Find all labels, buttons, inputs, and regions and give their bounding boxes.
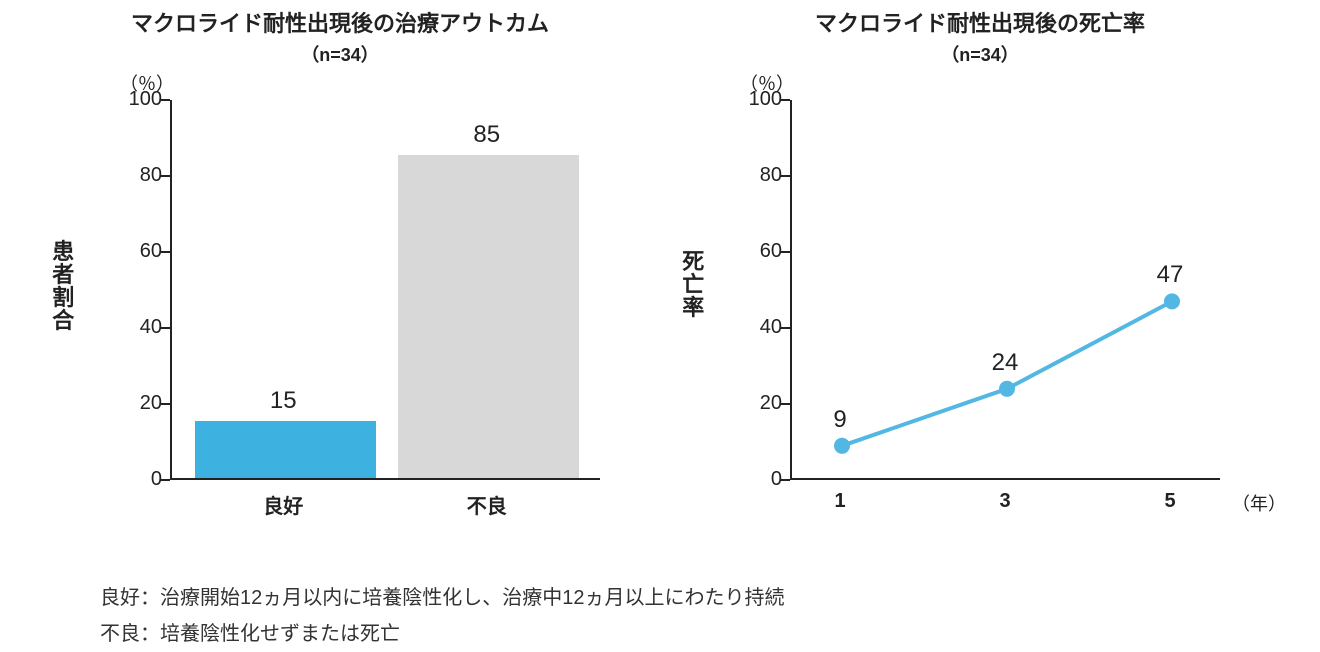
footnote-bad: 不良：培養陰性化せずまたは死亡 [100, 616, 1280, 652]
bar-chart-ytick-mark [160, 251, 170, 253]
bar-chart-title: マクロライド耐性出現後の治療アウトカム [40, 10, 640, 39]
line-xtick-label: 1 [834, 490, 845, 513]
bar-chart-ytick-mark [160, 479, 170, 481]
line-chart-title: マクロライド耐性出現後の死亡率 [680, 10, 1280, 39]
line-chart-ytick-mark [780, 479, 790, 481]
line-marker [1164, 293, 1180, 309]
line-chart-y-axis-label: 死亡率 [680, 250, 706, 319]
line-chart-ytick-mark [780, 175, 790, 177]
line-value-label: 47 [1157, 261, 1184, 289]
line-chart-svg [792, 100, 1222, 480]
line-value-label: 9 [833, 406, 846, 434]
bar-chart-ytick: 60 [114, 240, 162, 263]
footnote-bad-def: 培養陰性化せずまたは死亡 [160, 623, 400, 645]
bar-chart-ytick: 80 [114, 164, 162, 187]
footnote-good: 良好：治療開始12ヵ月以内に培養陰性化し、治療中12ヵ月以上にわたり持続 [100, 580, 1280, 616]
line-chart-subtitle: （n=34） [680, 41, 1280, 67]
footnote-good-term: 良好： [100, 587, 160, 609]
bar-chart-subtitle: （n=34） [40, 41, 640, 67]
line-marker [834, 438, 850, 454]
bar-chart-ytick-mark [160, 327, 170, 329]
line-chart-x-unit: （年） [1232, 490, 1286, 516]
bar-category-label: 不良 [467, 490, 507, 519]
footnotes: 良好：治療開始12ヵ月以内に培養陰性化し、治療中12ヵ月以上にわたり持続 不良：… [40, 580, 1280, 652]
line-marker [999, 381, 1015, 397]
line-chart-ytick: 40 [734, 316, 782, 339]
bar-chart-ytick-mark [160, 99, 170, 101]
bar-chart-ytick: 20 [114, 392, 162, 415]
bar-chart-panel: マクロライド耐性出現後の治療アウトカム （n=34） （％） 患者割合 0204… [40, 10, 640, 550]
footnote-good-def: 治療開始12ヵ月以内に培養陰性化し、治療中12ヵ月以上にわたり持続 [160, 587, 785, 609]
bar-chart-ytick: 40 [114, 316, 162, 339]
line-chart-panel: マクロライド耐性出現後の死亡率 （n=34） （％） 死亡率 （年） 02040… [680, 10, 1280, 550]
line-chart-ytick-mark [780, 99, 790, 101]
bar-category-label: 良好 [263, 490, 303, 519]
bar-chart-ytick: 100 [114, 88, 162, 111]
bar-chart-ytick-mark [160, 403, 170, 405]
line-chart-ytick: 20 [734, 392, 782, 415]
line-chart-ytick-mark [780, 327, 790, 329]
bar-value-label: 15 [270, 387, 297, 415]
bar [195, 421, 376, 478]
bar-chart-y-axis-label: 患者割合 [50, 240, 76, 332]
line-xtick-label: 5 [1164, 490, 1175, 513]
line-chart-plot-area [790, 100, 1220, 480]
line-chart-ytick: 100 [734, 88, 782, 111]
line-value-label: 24 [992, 349, 1019, 377]
bar-value-label: 85 [473, 121, 500, 149]
bar-chart-plot-area [170, 100, 600, 480]
line-chart-ytick: 80 [734, 164, 782, 187]
line-xtick-label: 3 [999, 490, 1010, 513]
bar-chart-ytick-mark [160, 175, 170, 177]
footnote-bad-term: 不良： [100, 623, 160, 645]
bar-chart-ytick: 0 [114, 468, 162, 491]
line-chart-ytick: 60 [734, 240, 782, 263]
bar [398, 155, 579, 478]
line-chart-ytick: 0 [734, 468, 782, 491]
line-chart-ytick-mark [780, 251, 790, 253]
line-chart-ytick-mark [780, 403, 790, 405]
